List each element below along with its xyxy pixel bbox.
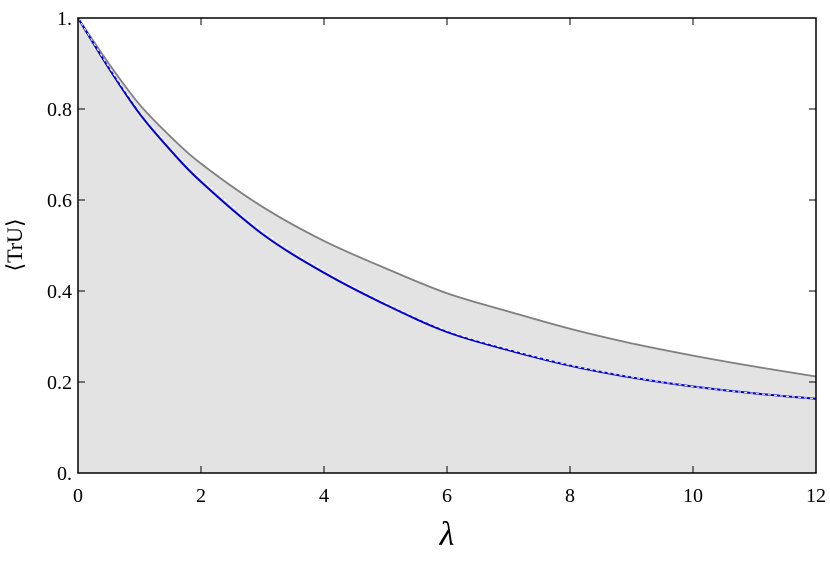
y-tick-label: 0.4	[47, 281, 72, 303]
series-line-dashed	[77, 17, 817, 400]
x-tick-label: 4	[319, 485, 329, 507]
x-axis-title: λ	[439, 516, 455, 553]
shaded-region	[78, 18, 816, 473]
x-tick-label: 2	[196, 485, 206, 507]
y-tick-label: 1.	[57, 8, 72, 30]
x-tick-label: 12	[806, 485, 826, 507]
plot-layer	[77, 17, 817, 473]
y-axis-title: ⟨TrU⟩	[2, 218, 27, 271]
y-tick-label: 0.	[57, 463, 72, 485]
x-tick-label: 6	[442, 485, 452, 507]
x-tick-label: 8	[565, 485, 575, 507]
x-tick-label: 0	[73, 485, 83, 507]
series-line-gray	[77, 17, 817, 378]
y-tick-label: 0.2	[47, 372, 72, 394]
y-tick-label: 0.6	[47, 190, 72, 212]
y-tick-label: 0.8	[47, 99, 72, 121]
ticks-layer: 0 2 4 6 8 10 12 0. 0.2 0.4 0.6 0.8 1.	[47, 8, 826, 507]
x-tick-label: 10	[683, 485, 703, 507]
